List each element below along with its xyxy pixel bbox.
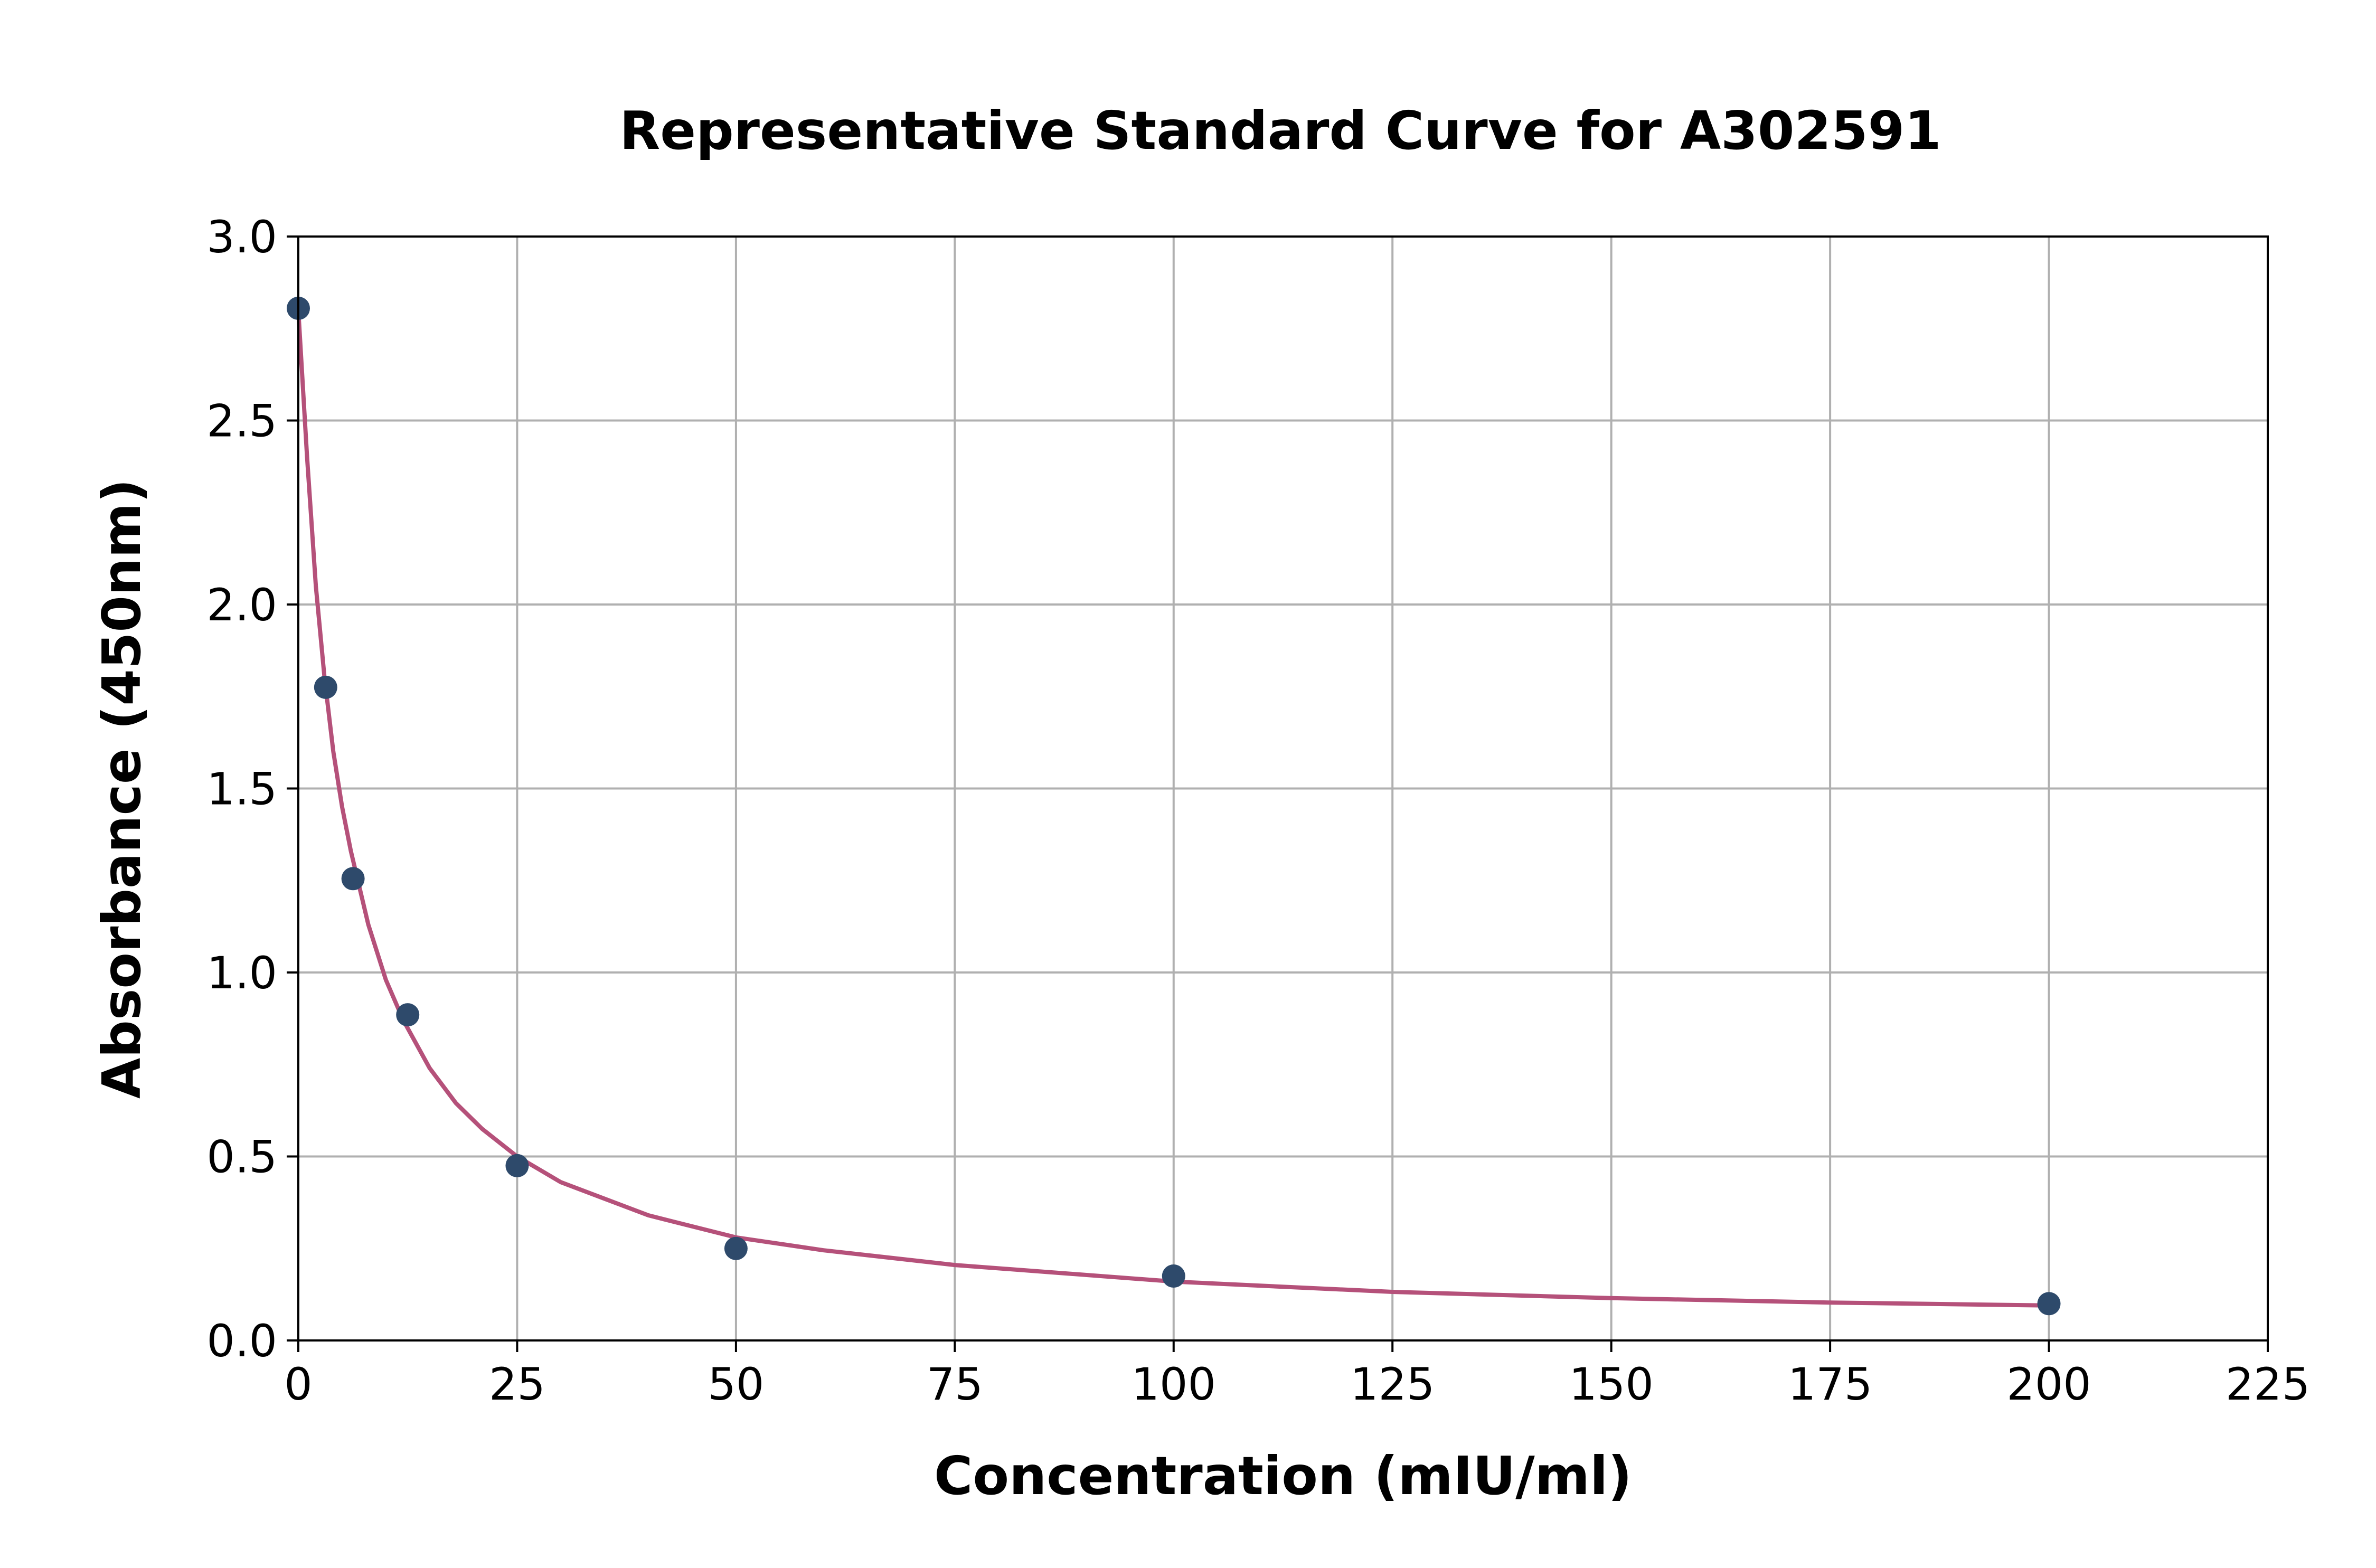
y-tick-label: 2.5 [206, 395, 277, 447]
y-tick-label: 1.0 [206, 947, 277, 999]
x-tick-label: 75 [927, 1358, 983, 1410]
y-axis-ticks: 0.0 0.5 1.0 1.5 2.0 2.5 3.0 [206, 211, 298, 1367]
x-tick-label: 25 [489, 1358, 545, 1410]
y-tick-label: 3.0 [206, 211, 277, 263]
x-tick-label: 175 [1788, 1358, 1872, 1410]
data-point [314, 675, 337, 699]
x-tick-label: 50 [708, 1358, 764, 1410]
x-tick-label: 100 [1132, 1358, 1216, 1410]
data-point [396, 1003, 420, 1027]
fit-curve-line [296, 308, 2051, 1308]
x-tick-label: 150 [1569, 1358, 1653, 1410]
x-axis-label: Concentration (mIU/ml) [934, 1445, 1632, 1507]
y-tick-label: 2.0 [206, 579, 277, 631]
x-tick-label: 225 [2226, 1358, 2310, 1410]
fit-curve [296, 308, 2051, 1308]
data-point [341, 867, 365, 891]
x-axis-ticks: 0 25 50 75 100 125 150 175 200 225 [284, 1340, 2310, 1410]
y-tick-label: 1.5 [206, 763, 277, 815]
x-tick-label: 0 [284, 1358, 312, 1410]
data-point [1162, 1264, 1185, 1288]
data-point [724, 1236, 748, 1260]
x-tick-label: 125 [1350, 1358, 1435, 1410]
y-tick-label: 0.5 [206, 1131, 277, 1183]
data-point [2037, 1292, 2061, 1316]
y-tick-label: 0.0 [206, 1315, 277, 1367]
chart-title: Representative Standard Curve for A30259… [619, 100, 1941, 162]
y-axis-label: Absorbance (450nm) [91, 479, 153, 1099]
data-point [505, 1154, 529, 1177]
x-tick-label: 200 [2006, 1358, 2091, 1410]
